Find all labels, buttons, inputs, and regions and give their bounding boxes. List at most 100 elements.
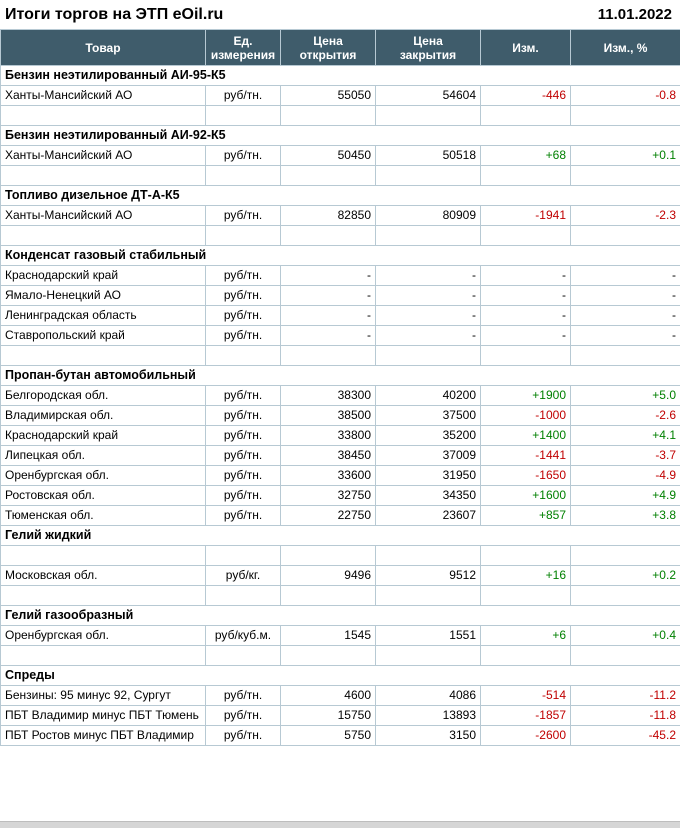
cell-change: -	[480, 325, 571, 346]
cell-change-pct: -4.9	[570, 465, 680, 486]
cell-change: -	[480, 305, 571, 326]
horizontal-scrollbar[interactable]	[0, 821, 680, 828]
cell-close-price: 37500	[375, 405, 481, 426]
cell-close-price: 50518	[375, 145, 481, 166]
spacer-cell	[280, 105, 376, 126]
cell-change-pct: -11.2	[570, 685, 680, 706]
spacer-cell	[280, 345, 376, 366]
cell-open-price: 33800	[280, 425, 376, 446]
cell-open-price: -	[280, 265, 376, 286]
cell-product: Ленинградская область	[0, 305, 206, 326]
cell-unit: руб/тн.	[205, 305, 281, 326]
cell-open-price: 50450	[280, 145, 376, 166]
cell-product: Ханты-Мансийский АО	[0, 145, 206, 166]
cell-unit: руб/тн.	[205, 425, 281, 446]
table-row: ПБТ Владимир минус ПБТ Тюмень руб/тн. 1575…	[0, 705, 680, 726]
cell-product: Ханты-Мансийский АО	[0, 205, 206, 226]
spacer-cell	[570, 345, 680, 366]
cell-product: Липецкая обл.	[0, 445, 206, 466]
cell-close-price: -	[375, 285, 481, 306]
section-title: Бензин неэтилированный АИ-92-К5	[0, 125, 680, 146]
spacer-cell	[480, 105, 571, 126]
cell-unit: руб/куб.м.	[205, 625, 281, 646]
cell-unit: руб/тн.	[205, 205, 281, 226]
section-title: Гелий газообразный	[0, 605, 680, 626]
spacer-row	[0, 165, 680, 186]
cell-product: Ямало-Ненецкий АО	[0, 285, 206, 306]
cell-unit: руб/тн.	[205, 85, 281, 106]
spacer-cell	[0, 345, 206, 366]
cell-open-price: 4600	[280, 685, 376, 706]
spacer-row	[0, 105, 680, 126]
cell-change: -	[480, 285, 571, 306]
cell-close-price: -	[375, 305, 481, 326]
cell-close-price: 3150	[375, 725, 481, 746]
spacer-cell	[205, 645, 281, 666]
spacer-cell	[0, 545, 206, 566]
spacer-cell	[280, 585, 376, 606]
cell-unit: руб/тн.	[205, 705, 281, 726]
table-row: Липецкая обл. руб/тн. 38450 37009 -1441 -3.7	[0, 445, 680, 466]
section-header-row: Гелий жидкий	[0, 525, 680, 546]
cell-unit: руб/тн.	[205, 285, 281, 306]
cell-open-price: -	[280, 285, 376, 306]
spacer-cell	[375, 165, 481, 186]
col-header-open-price: Цена открытия	[280, 29, 376, 66]
cell-unit: руб/тн.	[205, 725, 281, 746]
cell-change: -1941	[480, 205, 571, 226]
col-header-close-price: Цена закрытия	[375, 29, 481, 66]
cell-change: +1600	[480, 485, 571, 506]
table-row: Московская обл. руб/кг. 9496 9512 +16 +0.2	[0, 565, 680, 586]
section-title: Топливо дизельное ДТ-А-К5	[0, 185, 680, 206]
spacer-cell	[205, 165, 281, 186]
page-title: Итоги торгов на ЭТП eOil.ru	[5, 6, 224, 23]
section-title: Конденсат газовый стабильный	[0, 245, 680, 266]
col-header-change-pct: Изм., %	[570, 29, 680, 66]
section-title: Бензин неэтилированный АИ-95-К5	[0, 65, 680, 86]
spacer-cell	[375, 545, 481, 566]
cell-close-price: 35200	[375, 425, 481, 446]
cell-change: +16	[480, 565, 571, 586]
cell-product: Владимирская обл.	[0, 405, 206, 426]
cell-unit: руб/тн.	[205, 445, 281, 466]
cell-change: +6	[480, 625, 571, 646]
table-row: Оренбургская обл. руб/куб.м. 1545 1551 +6 +0.…	[0, 625, 680, 646]
spacer-cell	[280, 545, 376, 566]
table-row: Ленинградская область руб/тн. - - - -	[0, 305, 680, 326]
cell-product: Краснодарский край	[0, 425, 206, 446]
cell-product: ПБТ Владимир минус ПБТ Тюмень	[0, 705, 206, 726]
cell-change-pct: +4.9	[570, 485, 680, 506]
spacer-cell	[375, 645, 481, 666]
spacer-cell	[570, 585, 680, 606]
results-table-body: Бензин неэтилированный АИ-95-К5 Ханты-Ман…	[0, 65, 680, 746]
table-row: Ханты-Мансийский АО руб/тн. 50450 50518 +68 +…	[0, 145, 680, 166]
cell-product: Оренбургская обл.	[0, 465, 206, 486]
cell-open-price: 1545	[280, 625, 376, 646]
cell-change-pct: -	[570, 265, 680, 286]
cell-unit: руб/тн.	[205, 405, 281, 426]
cell-change: +1400	[480, 425, 571, 446]
cell-open-price: 82850	[280, 205, 376, 226]
cell-open-price: 22750	[280, 505, 376, 526]
cell-open-price: 38500	[280, 405, 376, 426]
cell-change: -1441	[480, 445, 571, 466]
cell-product: Ставропольский край	[0, 325, 206, 346]
cell-change-pct: -	[570, 325, 680, 346]
cell-change: +857	[480, 505, 571, 526]
section-header-row: Пропан-бутан автомобильный	[0, 365, 680, 386]
cell-close-price: 4086	[375, 685, 481, 706]
table-header-row: Товар Ед. измерения Цена открытия Цена з…	[0, 29, 680, 66]
table-row: Ханты-Мансийский АО руб/тн. 55050 54604 -446…	[0, 85, 680, 106]
spacer-cell	[480, 545, 571, 566]
cell-close-price: 40200	[375, 385, 481, 406]
section-title: Спреды	[0, 665, 680, 686]
cell-unit: руб/тн.	[205, 485, 281, 506]
spacer-row	[0, 645, 680, 666]
table-row: Ямало-Ненецкий АО руб/тн. - - - -	[0, 285, 680, 306]
cell-change-pct: +0.1	[570, 145, 680, 166]
cell-open-price: -	[280, 325, 376, 346]
table-row: Ханты-Мансийский АО руб/тн. 82850 80909 -194…	[0, 205, 680, 226]
spacer-cell	[570, 225, 680, 246]
section-header-row: Бензин неэтилированный АИ-95-К5	[0, 65, 680, 86]
cell-change-pct: +5.0	[570, 385, 680, 406]
